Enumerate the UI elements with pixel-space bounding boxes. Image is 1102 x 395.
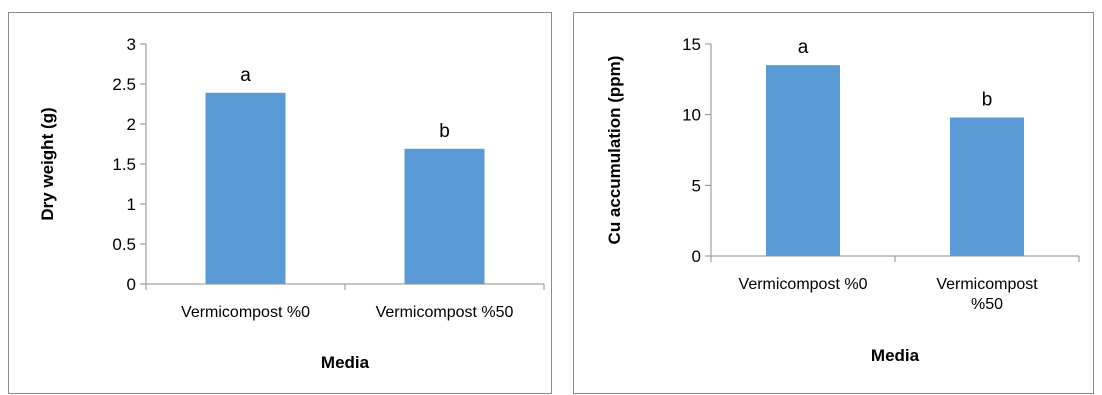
y-tick-label: 0 [127, 275, 136, 294]
cu-accumulation-chart: 0 5 10 15 a Vermicompost %0 b Vermicompost %50 Me… [605, 35, 1080, 365]
data-label: b [982, 89, 993, 110]
data-label: b [439, 121, 450, 142]
x-category-label: Vermicompost %50 [376, 304, 514, 321]
y-tick-label: 0 [692, 247, 701, 266]
bar [766, 65, 840, 256]
chart-panel-dry-weight: 0 0.5 1 1.5 2 2.5 3 a Vermicompost %0 b Vermicompo… [8, 12, 552, 394]
bar [404, 148, 485, 284]
y-axis-title: Dry weight (g) [38, 107, 57, 220]
x-category-label: Vermicompost [936, 276, 1038, 293]
y-tick-label: 2 [127, 115, 136, 134]
y-tick-label: 3 [127, 35, 136, 54]
x-category-label: %50 [971, 296, 1003, 313]
dry-weight-chart: 0 0.5 1 1.5 2 2.5 3 a Vermicompost %0 b Vermicompo… [38, 35, 545, 372]
data-label: a [798, 37, 809, 58]
y-tick-label: 15 [682, 35, 701, 54]
bar [950, 117, 1024, 256]
y-tick-label: 10 [682, 106, 701, 125]
y-tick-label: 1.5 [112, 155, 136, 174]
x-category-label: Vermicompost %0 [181, 304, 310, 321]
bar [205, 92, 286, 284]
y-tick-label: 5 [692, 176, 701, 195]
data-label: a [240, 65, 251, 86]
x-axis-title: Media [871, 346, 920, 365]
x-category-label: Vermicompost %0 [739, 276, 868, 293]
y-tick-label: 0.5 [112, 235, 136, 254]
y-tick-label: 1 [127, 195, 136, 214]
x-axis-title: Media [321, 353, 370, 372]
y-tick-label: 2.5 [112, 75, 136, 94]
chart-panel-cu-accumulation: 0 5 10 15 a Vermicompost %0 b Vermicompost %50 Me… [573, 12, 1094, 394]
y-axis-title: Cu accumulation (ppm) [605, 56, 624, 245]
